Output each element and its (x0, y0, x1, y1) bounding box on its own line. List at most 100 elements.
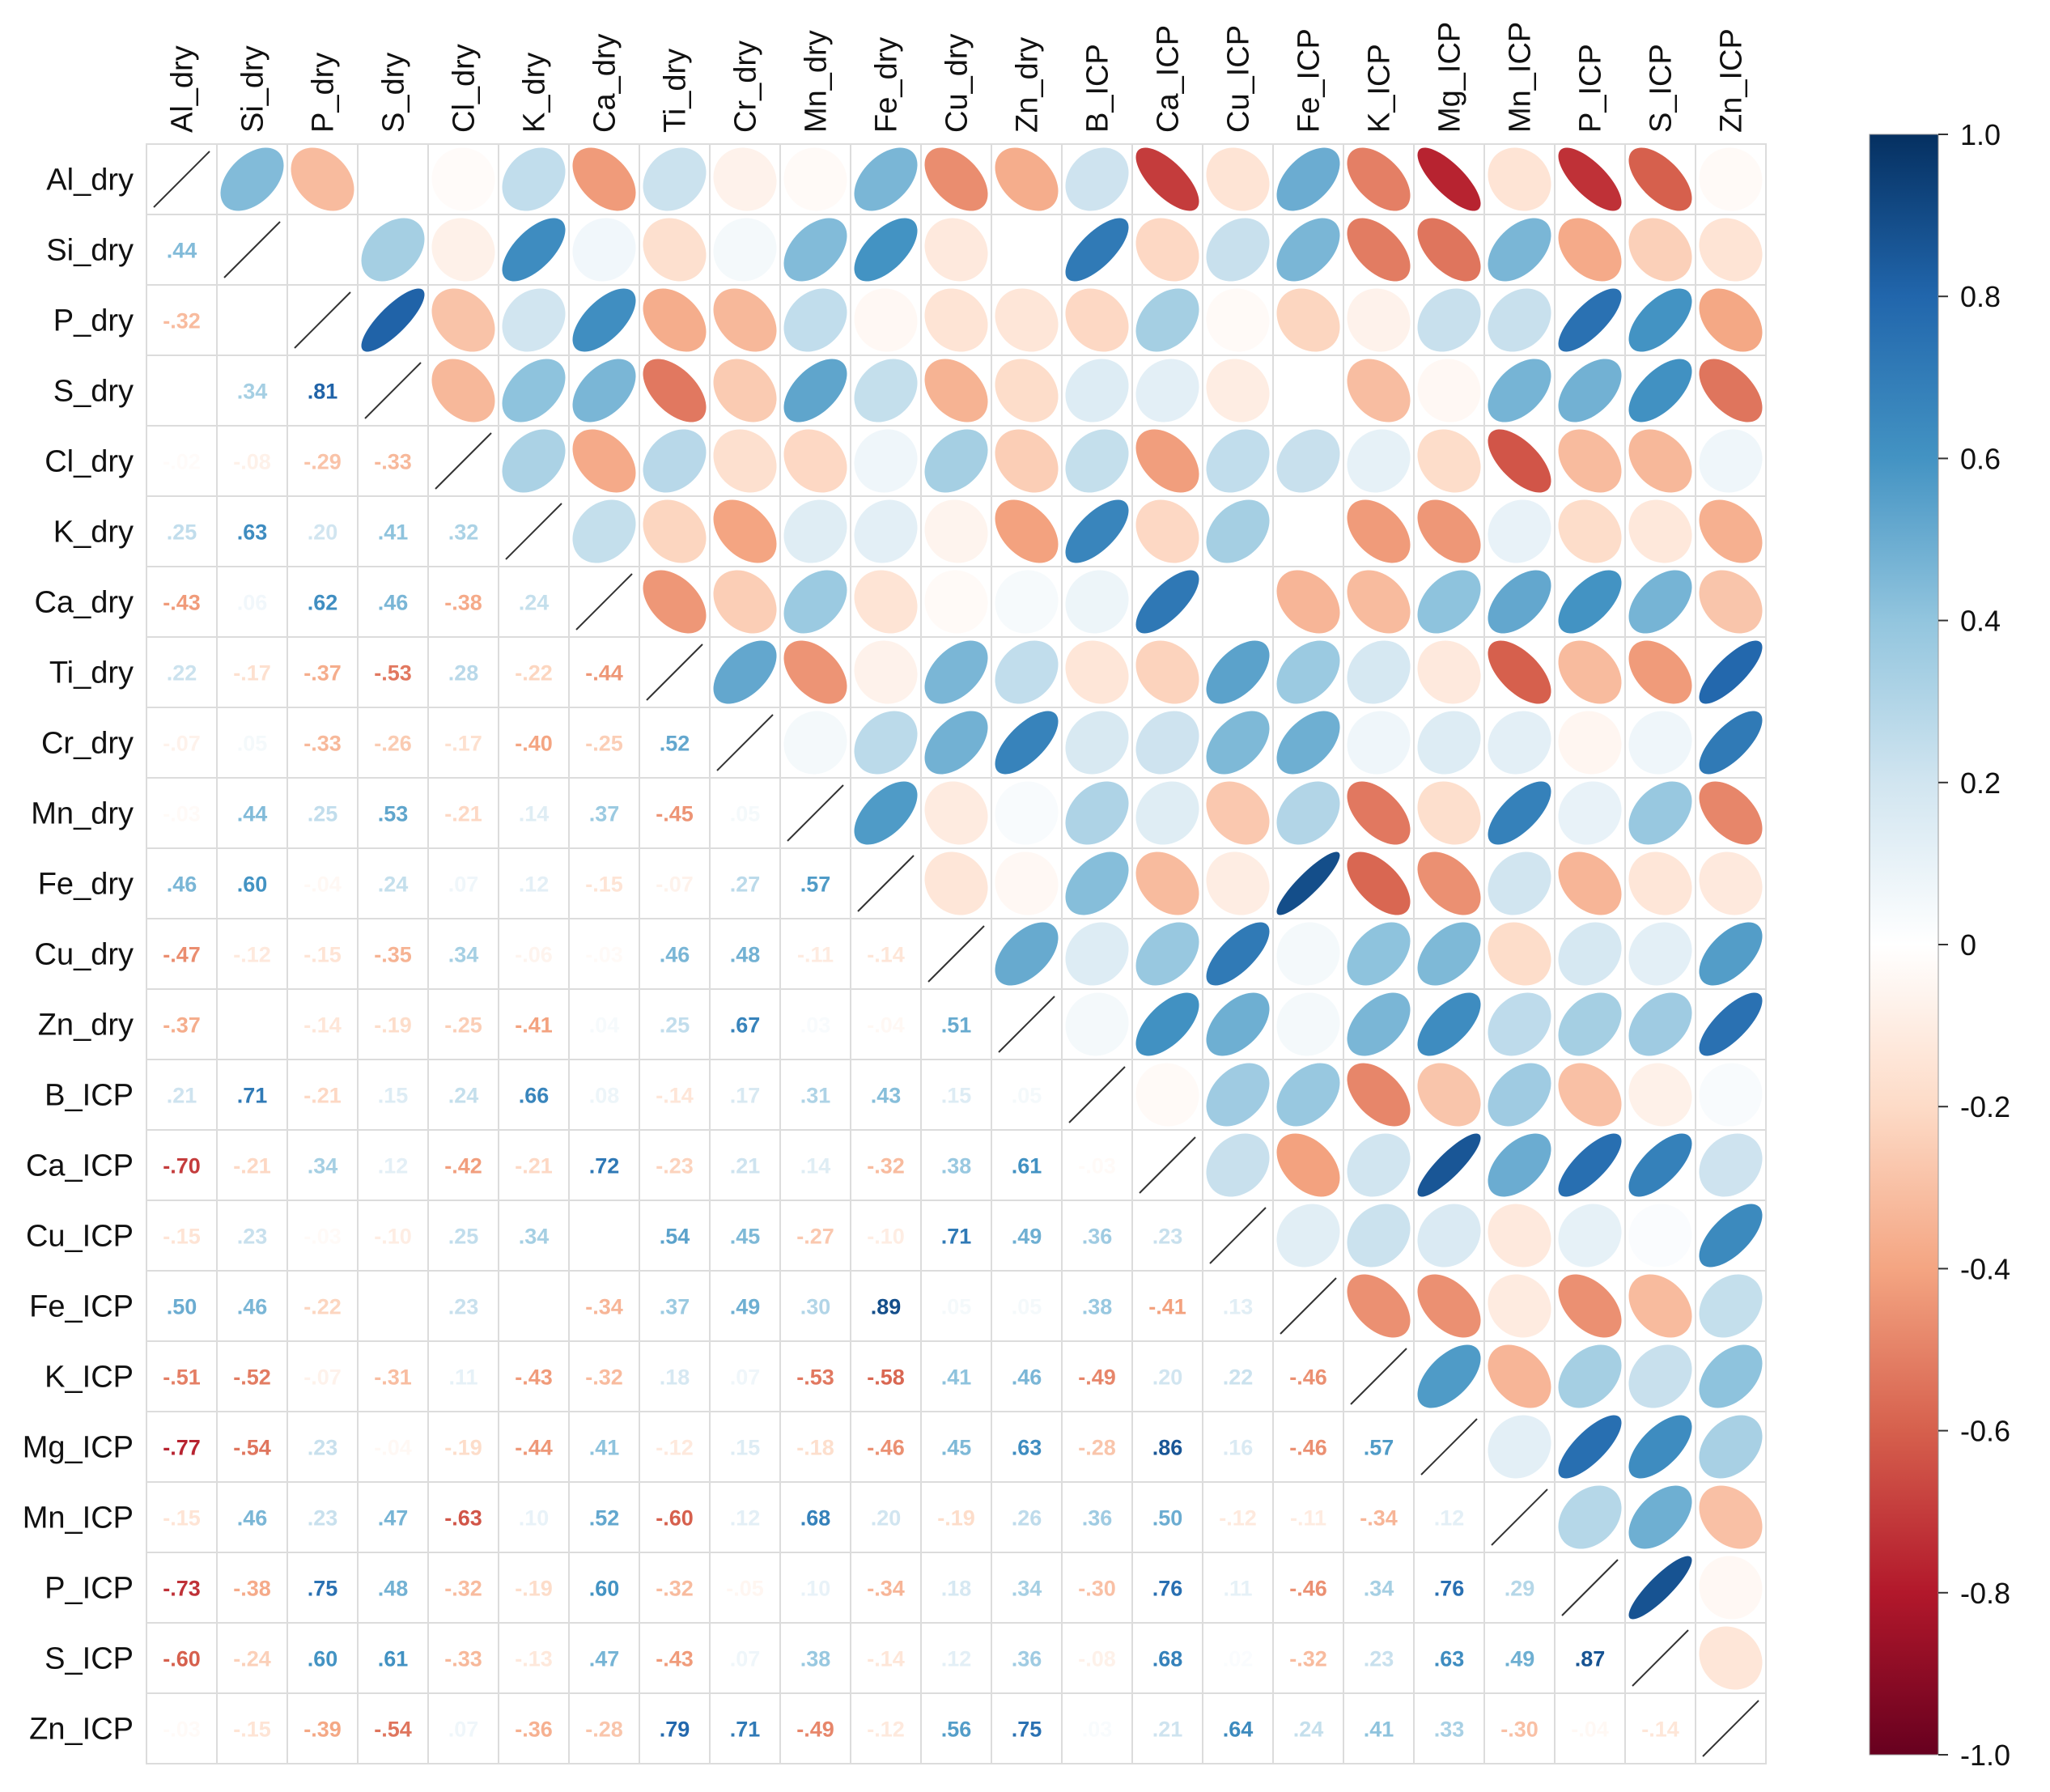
correlation-value: -.07 (303, 1365, 342, 1390)
correlation-ellipse (1065, 640, 1129, 704)
correlation-value: .66 (519, 1084, 550, 1108)
correlation-value: .33 (1434, 1718, 1465, 1742)
correlation-value: -.47 (163, 943, 201, 967)
matrix-cell (146, 777, 218, 849)
matrix-cell (779, 1622, 851, 1694)
correlation-value: .24 (1293, 1718, 1324, 1742)
correlation-value: .29 (1505, 1577, 1535, 1601)
matrix-cell (146, 284, 218, 356)
matrix-cell (1131, 1200, 1203, 1272)
correlation-ellipse (924, 429, 988, 493)
correlation-ellipse (1276, 429, 1340, 493)
correlation-value: .25 (167, 520, 197, 545)
correlation-value: .64 (1223, 1718, 1254, 1742)
correlation-value: .24 (448, 1084, 479, 1108)
correlation-value: .17 (730, 1084, 761, 1108)
correlation-ellipse (502, 429, 566, 493)
matrix-cell (146, 1270, 218, 1342)
correlation-value: -.52 (233, 1365, 271, 1390)
correlation-ellipse (1699, 570, 1763, 634)
correlation-ellipse (572, 147, 636, 211)
diagonal-mark (1420, 1418, 1478, 1476)
correlation-ellipse (1417, 781, 1481, 845)
correlation-ellipse (1558, 288, 1622, 352)
matrix-cell (568, 636, 640, 708)
correlation-ellipse (1558, 359, 1622, 423)
matrix-cell (709, 777, 781, 849)
diagonal-mark (1632, 1629, 1689, 1687)
correlation-value: -.73 (163, 1577, 201, 1601)
correlation-ellipse (995, 570, 1059, 634)
correlation-ellipse (572, 218, 636, 282)
matrix-cell (1131, 1622, 1203, 1694)
correlation-value: .44 (237, 802, 268, 826)
correlation-value: .60 (237, 873, 268, 897)
correlation-ellipse (1699, 711, 1763, 775)
correlation-ellipse (1558, 1415, 1622, 1479)
correlation-value: -.12 (867, 1718, 905, 1742)
correlation-ellipse (1347, 429, 1411, 493)
correlation-value: .48 (730, 943, 761, 967)
correlation-ellipse (1699, 1204, 1763, 1268)
correlation-ellipse (1347, 288, 1411, 352)
matrix-cell (568, 777, 640, 849)
correlation-value: .26 (1012, 1506, 1042, 1531)
matrix-cell (991, 1059, 1063, 1131)
color-bar-tick-label: -0.4 (1960, 1252, 2010, 1285)
diagonal-mark (435, 432, 492, 490)
correlation-value: -.14 (1641, 1718, 1679, 1742)
correlation-ellipse (1417, 499, 1481, 563)
correlation-ellipse (854, 570, 918, 634)
correlation-value: .52 (660, 732, 690, 756)
correlation-ellipse (1276, 1133, 1340, 1197)
correlation-value: -.18 (796, 1436, 834, 1460)
matrix-cell (146, 1340, 218, 1412)
correlation-ellipse (1135, 851, 1199, 915)
correlation-value: -.03 (163, 802, 201, 826)
correlation-ellipse (431, 147, 495, 211)
matrix-cell (709, 1059, 781, 1131)
matrix-cell (1061, 1270, 1133, 1342)
correlation-ellipse (1206, 922, 1270, 986)
correlation-value: .76 (1152, 1577, 1183, 1601)
matrix-cell (357, 707, 429, 779)
correlation-ellipse (1628, 429, 1692, 493)
correlation-value: .62 (308, 591, 338, 615)
correlation-value: .60 (308, 1647, 338, 1671)
correlation-value: .71 (730, 1718, 761, 1742)
correlation-value: -.19 (515, 1577, 553, 1601)
correlation-value: -.35 (374, 943, 412, 967)
matrix-cell (709, 1481, 781, 1553)
diagonal-mark (1350, 1348, 1407, 1405)
correlation-ellipse (431, 359, 495, 423)
correlation-value: .67 (730, 1013, 761, 1038)
column-label: K_ICP (1363, 44, 1397, 133)
correlation-ellipse (1276, 218, 1340, 282)
matrix-cell (146, 1692, 218, 1764)
row-label: Cu_dry (35, 938, 134, 972)
matrix-cell (1413, 1552, 1485, 1624)
correlation-ellipse (1135, 429, 1199, 493)
matrix-cell (286, 425, 359, 497)
correlation-value: .76 (1434, 1577, 1465, 1601)
matrix-cell (286, 1622, 359, 1694)
correlation-value: .38 (941, 1154, 972, 1178)
correlation-value: -.12 (233, 943, 271, 967)
diagonal-mark (1139, 1136, 1196, 1194)
correlation-value: -.14 (303, 1013, 342, 1038)
matrix-cell (709, 1622, 781, 1694)
matrix-cell (639, 918, 711, 990)
correlation-ellipse (713, 288, 777, 352)
matrix-cell (991, 1411, 1063, 1483)
correlation-ellipse (924, 781, 988, 845)
correlation-value: -.15 (585, 873, 623, 897)
correlation-ellipse (1417, 218, 1481, 282)
correlation-ellipse (783, 429, 847, 493)
correlation-value: .16 (1223, 1436, 1254, 1460)
matrix-cell (427, 566, 499, 638)
correlation-ellipse (1558, 499, 1622, 563)
correlation-ellipse (1276, 499, 1340, 563)
matrix-cell (357, 495, 429, 567)
correlation-value: .05 (1012, 1084, 1042, 1108)
